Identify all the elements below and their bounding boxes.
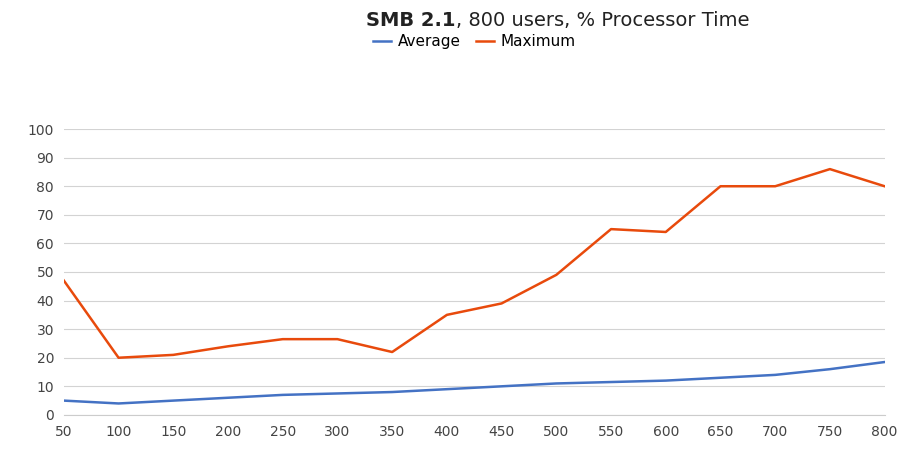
Average [58,398,69,403]
Maximum [168,352,179,358]
Average [878,359,889,365]
Line: Average: Average [64,362,884,403]
Average [277,392,288,398]
Maximum [332,337,343,342]
Maximum [58,278,69,284]
Average [386,389,397,395]
Average [222,395,233,401]
Maximum [660,229,670,235]
Average [714,375,725,380]
Average [113,401,124,406]
Average [441,386,452,392]
Maximum [550,272,561,278]
Average [605,379,616,385]
Maximum [878,183,889,189]
Legend: Average, Maximum: Average, Maximum [366,28,581,55]
Maximum [769,183,780,189]
Average [496,384,507,389]
Maximum [277,337,288,342]
Text: SMB 2.1: SMB 2.1 [366,11,456,30]
Line: Maximum: Maximum [64,169,884,358]
Average [168,398,179,403]
Average [660,378,670,384]
Average [550,381,561,386]
Average [824,366,834,372]
Maximum [222,343,233,349]
Maximum [441,312,452,318]
Maximum [113,355,124,361]
Maximum [496,301,507,306]
Maximum [824,166,834,172]
Maximum [605,226,616,232]
Maximum [714,183,725,189]
Text: , 800 users, % Processor Time: , 800 users, % Processor Time [456,11,749,30]
Average [332,391,343,396]
Maximum [386,349,397,355]
Average [769,372,780,378]
